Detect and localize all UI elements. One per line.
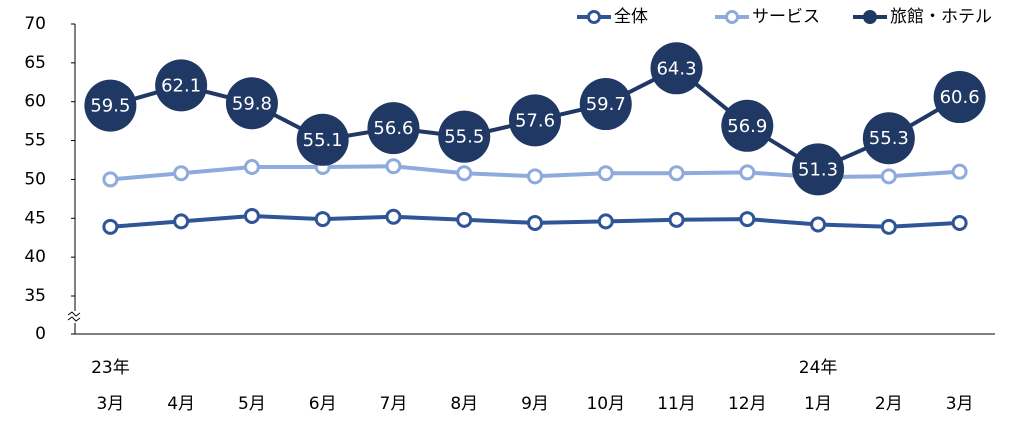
y-tick-label: 65 — [24, 53, 46, 73]
x-tick-label: 3月 — [946, 394, 974, 414]
data-label: 59.5 — [90, 96, 130, 117]
data-label: 62.1 — [161, 75, 201, 96]
data-point — [243, 158, 260, 175]
legend-label: 旅館・ホテル — [890, 7, 992, 27]
data-point — [650, 42, 703, 95]
data-label: 60.6 — [940, 87, 980, 108]
data-point — [739, 211, 756, 228]
data-point — [456, 211, 473, 228]
legend-marker — [725, 10, 739, 24]
data-point — [314, 211, 331, 228]
data-label: 55.1 — [303, 130, 343, 151]
y-tick-label: 50 — [24, 169, 46, 189]
data-point — [880, 168, 897, 185]
data-point — [668, 165, 685, 182]
y-tick-label: 45 — [24, 208, 46, 228]
legend-marker — [863, 10, 877, 24]
axis-break-mark — [67, 311, 81, 322]
legend-marker — [587, 10, 601, 24]
data-label: 51.3 — [798, 159, 838, 180]
data-label: 59.8 — [232, 93, 272, 114]
data-point — [810, 216, 827, 233]
legend-label: サービス — [752, 7, 820, 27]
data-point — [862, 112, 915, 165]
data-point — [951, 214, 968, 231]
data-point — [456, 165, 473, 182]
y-tick-label: 60 — [24, 92, 46, 112]
y-tick-label: 35 — [24, 286, 46, 306]
y-tick-label: 0 — [35, 324, 46, 344]
data-point — [84, 79, 137, 132]
data-point — [792, 143, 845, 196]
data-point — [509, 94, 561, 147]
data-point — [102, 171, 119, 188]
data-point — [438, 110, 491, 163]
x-tick-label: 9月 — [521, 394, 549, 414]
data-point — [296, 113, 349, 166]
x-tick-label: 4月 — [167, 394, 195, 414]
data-point — [933, 71, 986, 124]
axis-break-gap — [66, 311, 84, 323]
x-tick-label: 6月 — [309, 394, 337, 414]
axis-break — [66, 311, 84, 323]
data-label: 55.5 — [444, 127, 484, 148]
series: 59.5 62.1 59.8 55.1 56.6 55.5 57.6 59.7 64.3 56.9… — [84, 42, 986, 196]
data-point — [173, 213, 190, 230]
data-point — [367, 102, 420, 155]
x-tick-label: 10月 — [586, 394, 625, 414]
data-label: 57.6 — [515, 110, 555, 131]
x-tick-label: 11月 — [657, 394, 696, 414]
legend-label: 全体 — [614, 7, 648, 27]
data-point — [527, 214, 543, 231]
data-point — [173, 165, 190, 182]
y-tick-label: 70 — [24, 14, 46, 34]
data-point — [243, 207, 260, 224]
x-tick-label: 2月 — [875, 394, 903, 414]
data-label: 56.6 — [373, 118, 413, 139]
y-tick-label: 40 — [24, 247, 46, 267]
x-tick-label: 12月 — [728, 394, 767, 414]
data-point — [951, 163, 968, 180]
data-point — [668, 211, 685, 228]
data-point — [579, 78, 632, 131]
series — [102, 207, 968, 235]
data-label: 64.3 — [656, 58, 696, 79]
data-point — [721, 99, 774, 152]
data-label: 56.9 — [727, 116, 767, 137]
year-label: 24年 — [799, 358, 838, 378]
data-point — [597, 213, 614, 230]
x-tick-label: 8月 — [450, 394, 478, 414]
data-point — [597, 165, 614, 182]
x-tick-label: 7月 — [380, 394, 408, 414]
data-label: 55.3 — [869, 128, 909, 149]
data-point — [880, 218, 897, 235]
data-point — [385, 208, 402, 225]
y-tick-label: 55 — [24, 131, 46, 151]
x-tick-label: 5月 — [238, 394, 266, 414]
x-tick-label: 3月 — [96, 394, 124, 414]
data-point — [225, 77, 278, 130]
data-label: 59.7 — [586, 94, 626, 115]
data-point — [739, 164, 756, 181]
data-point — [102, 218, 119, 235]
data-point — [155, 59, 208, 112]
data-point — [527, 168, 543, 185]
year-label: 23年 — [91, 358, 130, 378]
x-tick-label: 1月 — [804, 394, 832, 414]
data-point — [385, 158, 402, 175]
